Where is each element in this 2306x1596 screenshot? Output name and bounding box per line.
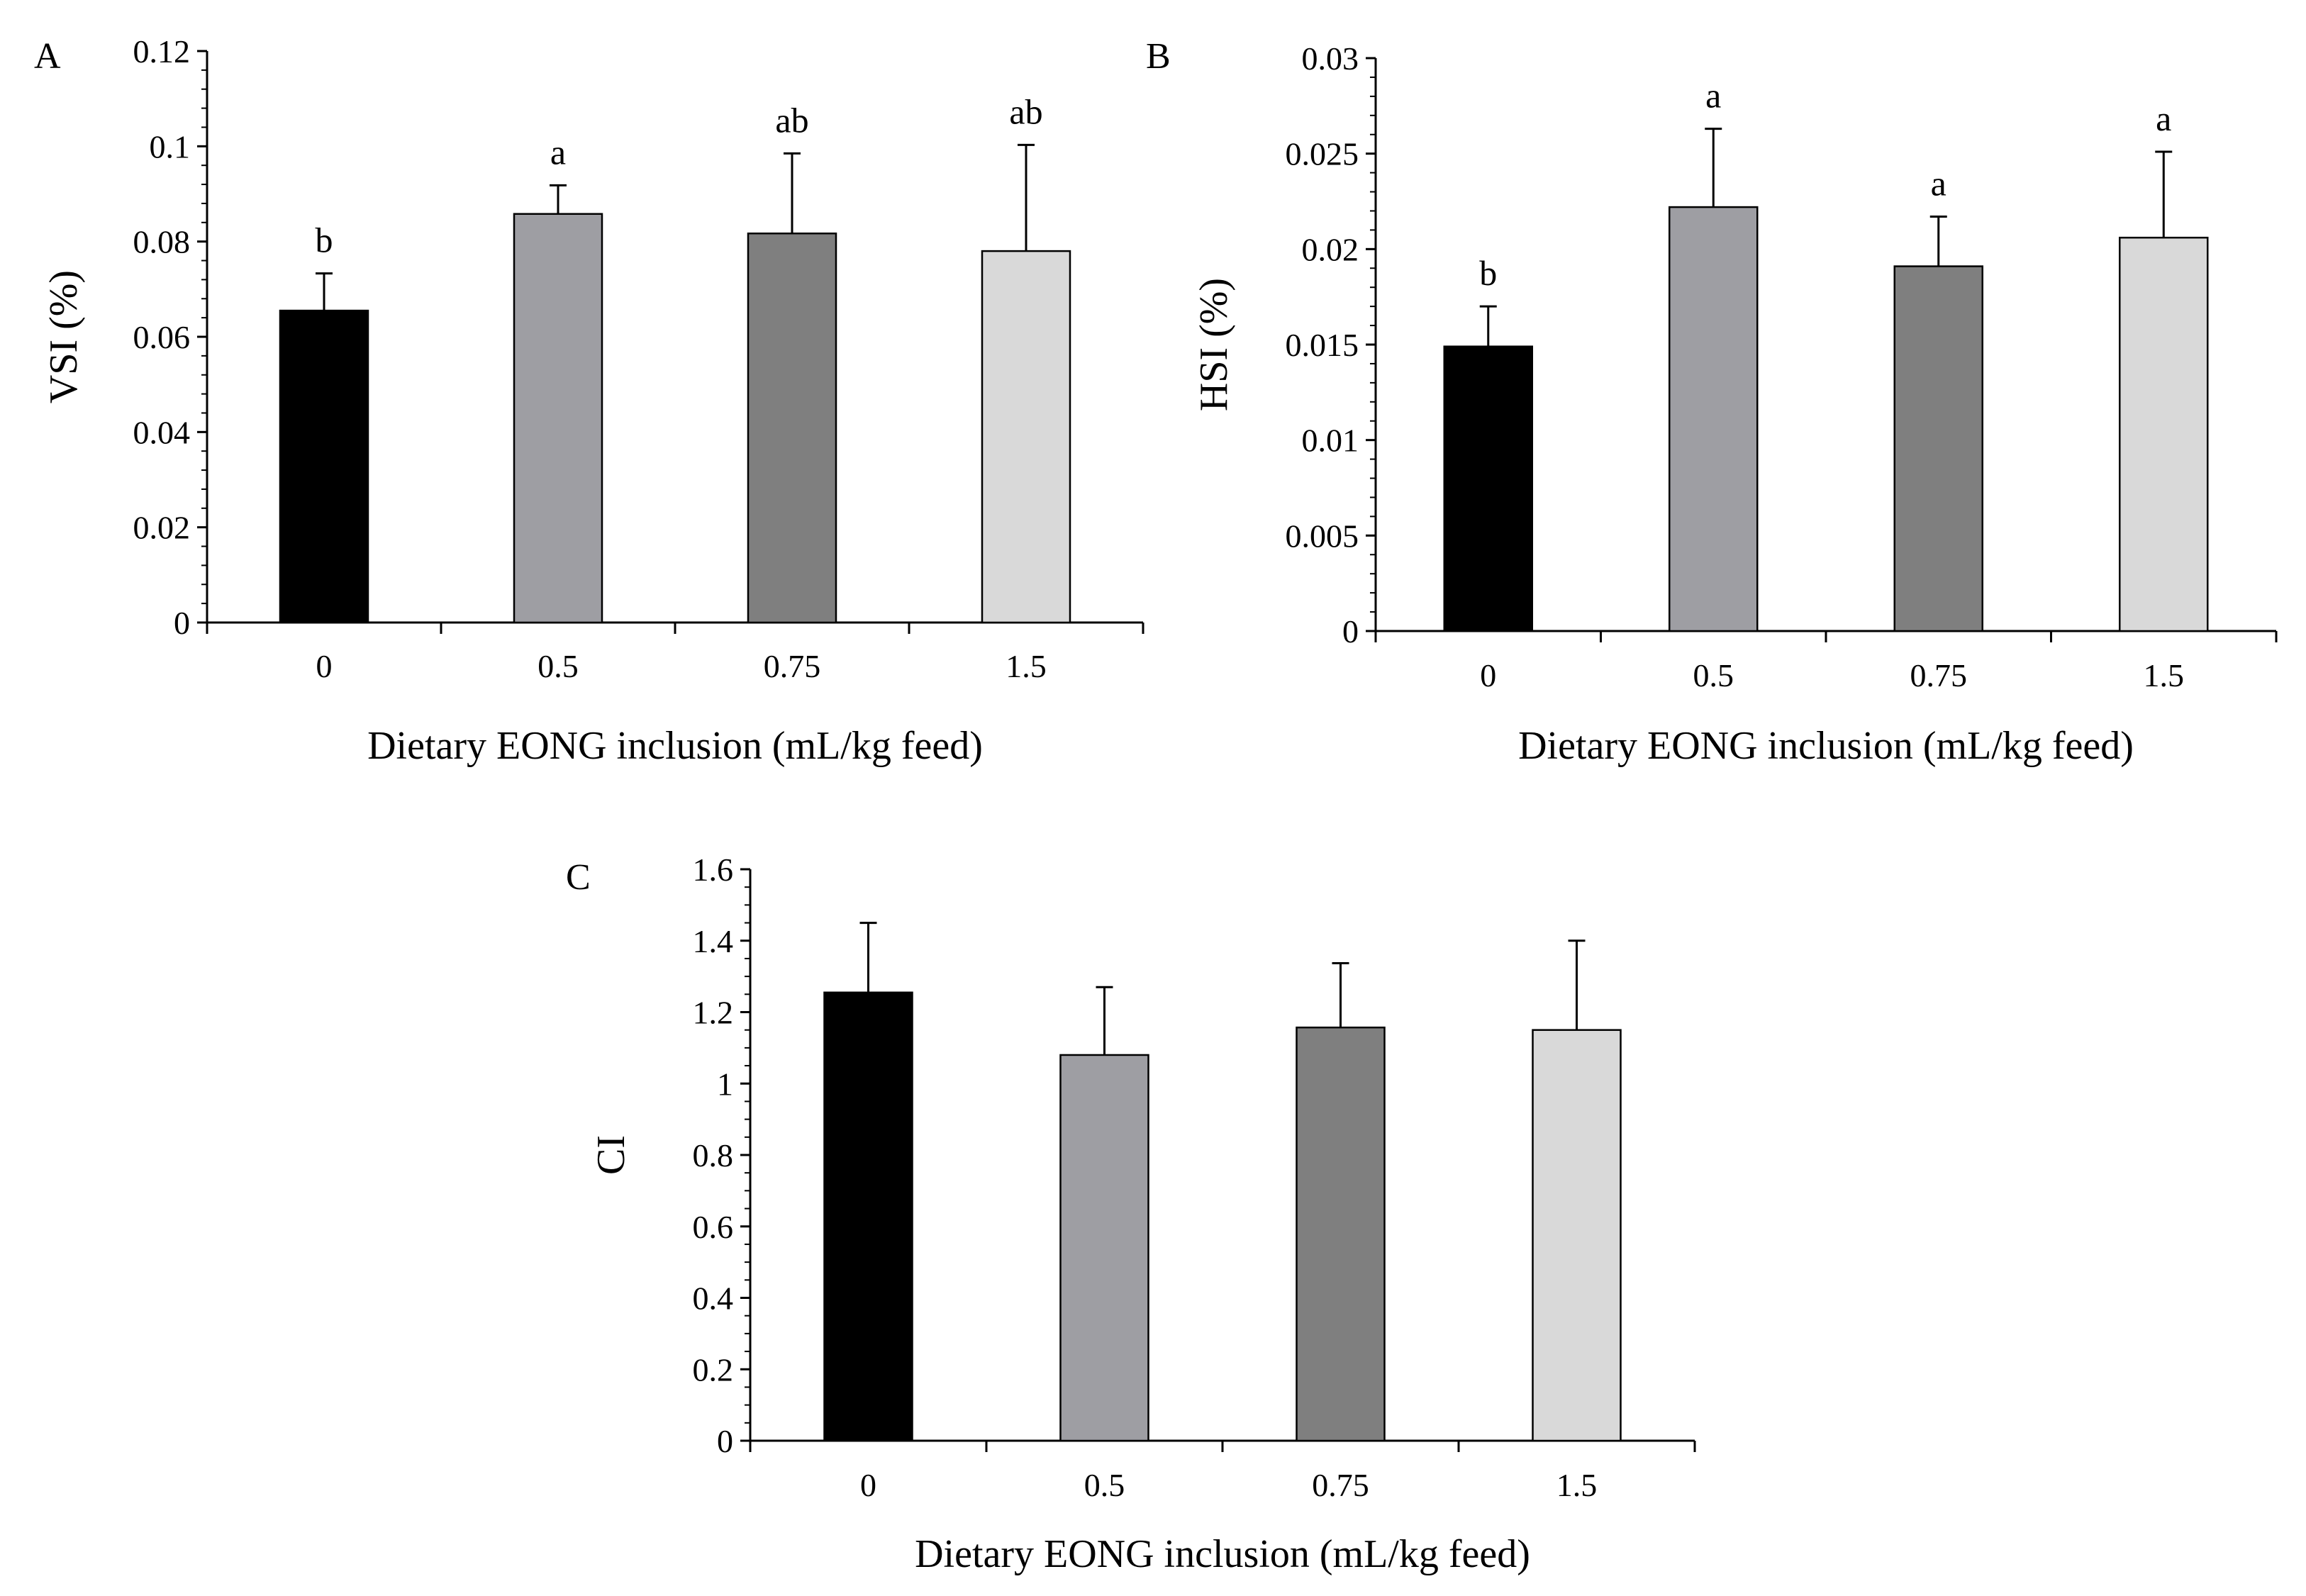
x-tick-label: 1.5	[1006, 648, 1047, 684]
y-tick-label: 1.4	[693, 923, 734, 959]
significance-label: ab	[1009, 91, 1042, 131]
significance-label: a	[1705, 76, 1721, 116]
bar	[513, 213, 603, 624]
y-tick-label: 0.4	[693, 1280, 734, 1317]
panel-b: B 0 0.005 0.01 0.015 0.02 0.025 0.03 b 0 a 0.5 a 0.75…	[1146, 36, 2278, 768]
y-tick-label: 0.04	[133, 414, 191, 450]
x-tick-label: 0.75	[1910, 657, 1968, 693]
bar	[1669, 206, 1759, 632]
bar	[279, 309, 369, 624]
x-axis-title: Dietary EONG inclusion (mL/kg feed)	[1518, 724, 2134, 768]
y-tick-label: 0.01	[1302, 423, 1359, 459]
y-tick-label: 1	[717, 1066, 733, 1102]
x-tick-label: 0	[860, 1467, 876, 1503]
panel-letter: B	[1146, 36, 1171, 77]
x-axis-title: Dietary EONG inclusion (mL/kg feed)	[367, 724, 983, 768]
y-tick-label: 0.005	[1286, 518, 1359, 554]
x-tick-label: 0.75	[764, 648, 821, 684]
y-tick-label: 0.025	[1286, 136, 1359, 172]
y-tick-label: 0.12	[133, 33, 191, 69]
significance-label: b	[1479, 253, 1497, 293]
y-tick-label: 0.06	[133, 319, 191, 355]
significance-label: a	[550, 132, 566, 172]
y-tick-label: 0.015	[1286, 327, 1359, 363]
significance-label: a	[1931, 164, 1946, 203]
significance-label: b	[316, 221, 333, 260]
y-tick-label: 0.08	[133, 224, 191, 260]
y-tick-label: 0.2	[693, 1351, 734, 1388]
y-tick-label: 0.8	[693, 1137, 734, 1173]
bar	[1059, 1054, 1149, 1442]
y-axis-title: CI	[589, 1135, 633, 1175]
bar	[1296, 1026, 1386, 1442]
panel-letter: C	[566, 857, 591, 898]
bar	[1893, 265, 1983, 632]
y-tick-label: 1.6	[693, 852, 734, 888]
bar	[2119, 236, 2209, 632]
bar	[981, 250, 1071, 624]
significance-label: ab	[775, 100, 808, 140]
bar	[1532, 1029, 1622, 1442]
y-tick-label: 0.02	[1302, 231, 1359, 267]
x-axis-title: Dietary EONG inclusion (mL/kg feed)	[915, 1532, 1530, 1576]
bar	[747, 232, 837, 624]
bar	[1443, 345, 1533, 632]
y-tick-label: 0.1	[150, 128, 191, 164]
y-tick-label: 0.03	[1302, 40, 1359, 77]
x-tick-label: 0.5	[537, 648, 579, 684]
y-tick-label: 0	[717, 1423, 733, 1459]
x-tick-label: 1.5	[2144, 657, 2185, 693]
x-tick-label: 0	[316, 648, 333, 684]
panel-letter: A	[34, 36, 61, 77]
x-tick-label: 0.75	[1312, 1467, 1369, 1503]
y-axis-title: VSI (%)	[42, 270, 86, 403]
y-tick-label: 0	[1342, 613, 1359, 649]
x-tick-label: 1.5	[1556, 1467, 1598, 1503]
panel-a: A 0 0.02 0.04 0.06 0.08 0.1 0.12 b 0 a 0.5 ab 0.75 ab 1…	[34, 33, 1144, 768]
x-tick-label: 0	[1480, 657, 1496, 693]
bar	[823, 991, 913, 1442]
significance-label: a	[2156, 99, 2171, 138]
x-tick-label: 0.5	[1693, 657, 1734, 693]
x-tick-label: 0.5	[1084, 1467, 1125, 1503]
y-axis-title: HSI (%)	[1192, 278, 1236, 411]
panel-c: C 0 0.2 0.4 0.6 0.8 1 1.2 1.4 1.6 0 0.5 0.75 1.5 Dieta…	[566, 852, 1696, 1576]
y-tick-label: 0.02	[133, 510, 191, 546]
y-tick-label: 0	[174, 605, 190, 641]
y-tick-label: 0.6	[693, 1209, 734, 1245]
y-tick-label: 1.2	[693, 995, 734, 1031]
